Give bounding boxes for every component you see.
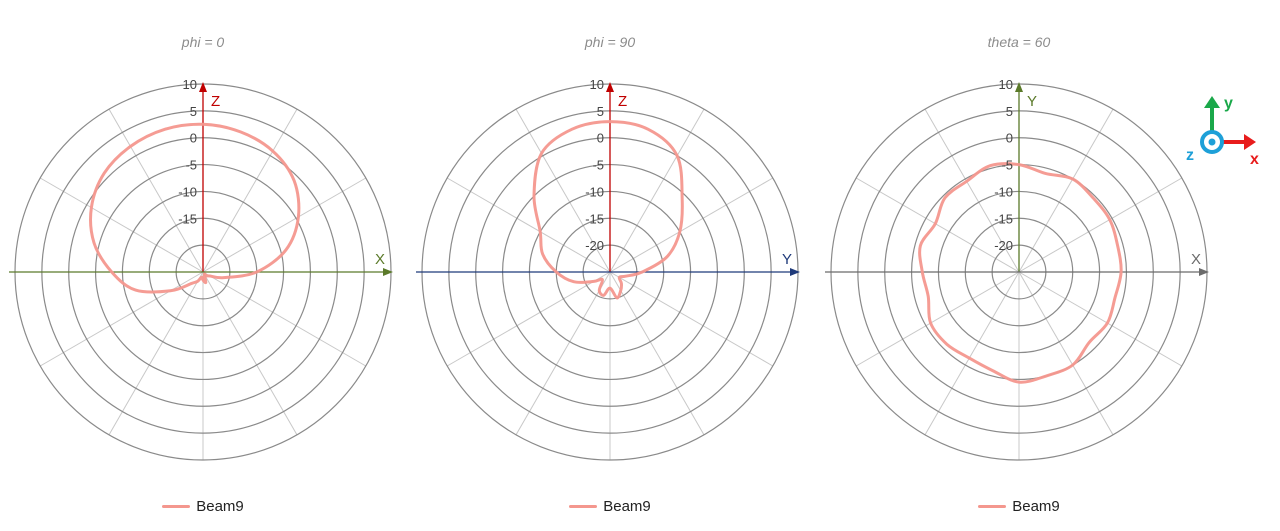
legend-label: Beam9	[603, 498, 651, 515]
grid-spoke	[924, 108, 1020, 273]
radial-tick-label: 5	[190, 104, 197, 119]
axis-label-up: Z	[618, 93, 627, 110]
grid-spoke	[609, 108, 705, 273]
grid-spoke	[446, 177, 611, 273]
radial-tick-label: -15	[585, 211, 604, 226]
grid-spoke	[1018, 108, 1114, 273]
radial-tick-label: -15	[994, 211, 1013, 226]
grid-spoke	[515, 108, 611, 273]
polar-panel-2: phi = 90 Z Y 10 5 0 -5 -10 -15 -20 Beam9	[410, 0, 810, 531]
radial-tick-label: -20	[994, 238, 1013, 253]
radial-tick-label: 10	[590, 77, 604, 92]
legend: Beam9	[410, 498, 810, 515]
beam-series-line	[918, 162, 1123, 384]
grid-spoke	[202, 271, 367, 367]
radial-tick-label: 0	[1006, 131, 1013, 146]
polar-chart: Z Y 10 5 0 -5 -10 -15 -20	[416, 77, 800, 461]
axis-label-right: Y	[782, 251, 792, 268]
legend: Beam9	[819, 498, 1219, 515]
radial-tick-label: 10	[999, 77, 1013, 92]
grid-spoke	[1018, 271, 1183, 367]
axis-label-up: Y	[1027, 93, 1037, 110]
radial-tick-label: 5	[1006, 104, 1013, 119]
axis-label-right: X	[1191, 251, 1201, 268]
grid-spoke	[855, 177, 1020, 273]
polar-panel-3: theta = 60 Y X 10 5 0 -5 -10 -15 -20 Beam9	[819, 0, 1219, 531]
chart-title: theta = 60	[987, 34, 1051, 50]
gizmo-y-arrowhead	[1204, 96, 1220, 108]
grid-spoke	[515, 271, 611, 436]
legend-label: Beam9	[196, 498, 244, 515]
radial-tick-label: -10	[178, 184, 197, 199]
beam-series-line	[89, 122, 301, 294]
grid-spoke	[446, 271, 611, 367]
legend-swatch	[162, 505, 191, 508]
radial-tick-label: -10	[994, 184, 1013, 199]
grid-spoke	[1018, 177, 1183, 273]
legend-swatch	[569, 505, 598, 508]
legend-label: Beam9	[1012, 498, 1060, 515]
polar-chart: Y X 10 5 0 -5 -10 -15 -20	[825, 77, 1209, 461]
axis-right-arrowhead	[383, 268, 393, 276]
axis-label-right: X	[375, 251, 385, 268]
radial-tick-label: 0	[190, 131, 197, 146]
radial-tick-label: -15	[178, 211, 197, 226]
polar-chart: Z X 10 5 0 -5 -10 -15	[9, 77, 393, 461]
beam-series-line	[532, 120, 684, 300]
axis-label-up: Z	[211, 93, 220, 110]
radial-tick-label: -5	[185, 158, 197, 173]
grid-spoke	[202, 271, 298, 436]
grid-spoke	[39, 271, 204, 367]
gizmo-z-dot	[1208, 138, 1216, 146]
grid-spoke	[855, 271, 1020, 367]
axis-right-arrowhead	[1199, 268, 1209, 276]
axis-right-arrowhead	[790, 268, 800, 276]
grid-spoke	[108, 271, 204, 436]
chart-title: phi = 90	[584, 34, 636, 50]
grid-spoke	[108, 108, 204, 273]
grid-spoke	[924, 271, 1020, 436]
radial-tick-label: 10	[183, 77, 197, 92]
legend-swatch	[978, 505, 1007, 508]
legend: Beam9	[3, 498, 403, 515]
grid-spoke	[39, 177, 204, 273]
chart-title: phi = 0	[181, 34, 225, 50]
grid-spoke	[609, 271, 774, 367]
radial-tick-label: -10	[585, 184, 604, 199]
grid-spoke	[202, 177, 367, 273]
grid-spoke	[609, 271, 705, 436]
radial-tick-label: 5	[597, 104, 604, 119]
radial-tick-label: -20	[585, 238, 604, 253]
axis-up-arrowhead	[606, 82, 614, 92]
gizmo-y-label: y	[1224, 95, 1233, 112]
radial-tick-label: 0	[597, 131, 604, 146]
axis-up-arrowhead	[1015, 82, 1023, 92]
gizmo-x-arrowhead	[1244, 134, 1256, 150]
polar-panel-1: phi = 0 Z X 10 5 0 -5 -10 -15 Beam9	[3, 0, 403, 531]
axis-gizmo: y x z	[1186, 95, 1259, 168]
radial-tick-label: -5	[1001, 158, 1013, 173]
gizmo-z-label: z	[1186, 147, 1194, 164]
axis-up-arrowhead	[199, 82, 207, 92]
grid-spoke	[202, 108, 298, 273]
gizmo-x-label: x	[1250, 151, 1259, 168]
radial-tick-label: -5	[592, 158, 604, 173]
grid-spoke	[609, 177, 774, 273]
grid-spoke	[1018, 271, 1114, 436]
